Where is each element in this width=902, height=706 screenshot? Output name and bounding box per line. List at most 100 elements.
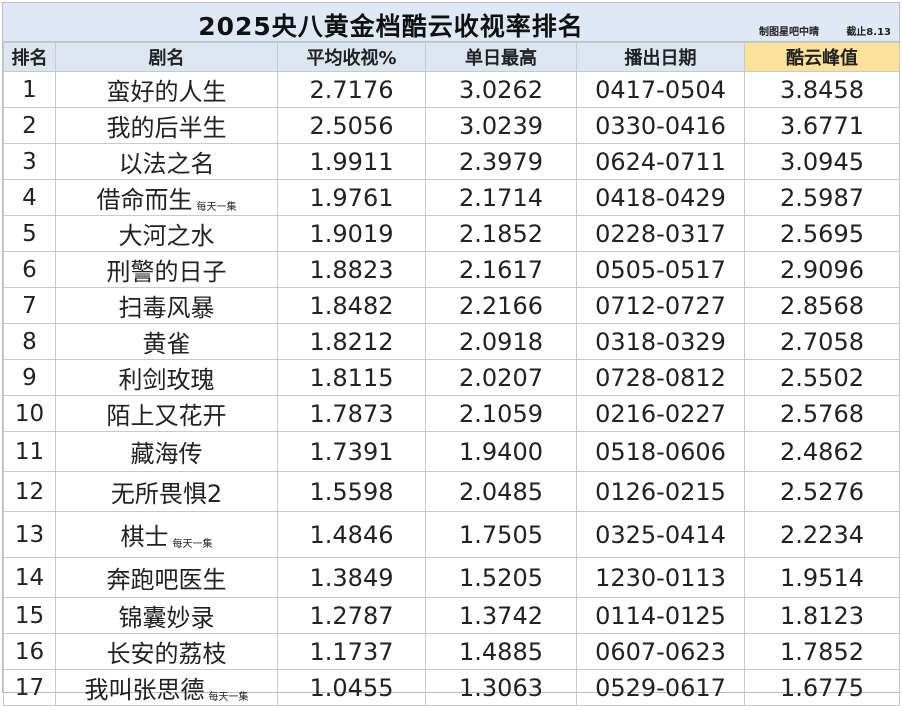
avg-rating-cell-text: 1.7873 [309,399,394,428]
rank-cell-text: 14 [14,564,45,591]
peak-cell-text: 1.7852 [780,637,864,666]
daily-max-cell-text: 1.3742 [459,601,543,630]
daily-max-cell-text: 1.4885 [459,637,543,666]
drama-name-cell-text: 长安的荔枝 [106,640,227,668]
air-dates-cell-text: 1230-0113 [595,563,726,592]
daily-max-cell: 1.3063 [425,669,577,706]
rank-cell: 17 [3,669,56,706]
air-dates-cell: 0518-0606 [576,431,745,472]
peak-cell: 2.8568 [744,287,900,324]
table-row: 12 无所畏惧2 1.5598 2.0485 0126-0215 2.5276 [3,471,900,512]
page-title: 2025央八黄金档酷云收视率排名 [198,12,584,41]
episode-note: 每天一集 [208,692,249,703]
peak-cell-text: 2.5987 [780,183,864,212]
peak-cell: 2.5502 [744,359,900,396]
rank-cell-text: 8 [22,328,37,355]
daily-max-cell-text: 2.1852 [459,219,543,248]
daily-max-cell-text: 2.3979 [459,147,543,176]
avg-rating-cell-text: 1.0455 [309,673,394,702]
avg-rating-cell: 1.8115 [277,359,426,396]
avg-rating-cell: 1.5598 [277,471,426,512]
rank-cell-text: 1 [22,76,37,103]
avg-rating-cell: 1.7391 [277,431,426,472]
peak-cell-text: 3.8458 [780,75,864,104]
peak-cell: 2.4862 [744,431,900,472]
peak-cell-text: 2.9096 [780,255,864,284]
drama-name-cell: 黄雀 [55,323,278,360]
avg-rating-cell-text: 1.8482 [309,291,394,320]
air-dates-cell-text: 0330-0416 [595,111,726,140]
rank-cell-text: 7 [22,292,37,319]
rank-cell: 5 [3,215,56,252]
drama-name-cell: 刑警的日子 [55,251,278,288]
drama-name-cell: 我叫张思德 每天一集 [55,669,278,706]
air-dates-cell-text: 0325-0414 [595,520,726,549]
table-row: 7 扫毒风暴 1.8482 2.2166 0712-0727 2.8568 [3,287,900,324]
rank-cell-text: 6 [22,256,37,283]
peak-cell: 1.6775 [744,669,900,706]
daily-max-cell: 1.7505 [425,511,577,558]
avg-rating-cell: 1.0455 [277,669,426,706]
avg-rating-cell: 1.8823 [277,251,426,288]
peak-cell-text: 2.2234 [780,520,864,549]
daily-max-cell-text: 2.1059 [459,399,543,428]
air-dates-cell: 0325-0414 [576,511,745,558]
drama-name-cell-text: 我叫张思德 [84,676,205,704]
daily-max-cell: 1.5205 [425,557,577,598]
peak-cell-text: 2.5502 [780,363,864,392]
rank-cell-text: 9 [22,364,37,391]
air-dates-cell-text: 0518-0606 [595,437,726,466]
rank-cell: 7 [3,287,56,324]
peak-cell-text: 2.4862 [780,437,864,466]
peak-cell-text: 3.0945 [780,147,864,176]
avg-rating-cell-text: 1.7391 [309,437,394,466]
avg-rating-cell-text: 1.9911 [309,147,394,176]
drama-name-cell: 利剑玫瑰 [55,359,278,396]
drama-name-cell-text: 陌上又花开 [106,402,227,430]
rank-cell: 16 [3,633,56,670]
avg-rating-cell-text: 1.5598 [309,477,394,506]
daily-max-cell-text: 2.1617 [459,255,543,284]
daily-max-cell: 2.1714 [425,179,577,216]
avg-rating-cell: 1.4846 [277,511,426,558]
daily-max-cell-text: 1.7505 [459,520,543,549]
peak-cell: 1.9514 [744,557,900,598]
table-row: 17 我叫张思德 每天一集 1.0455 1.3063 0529-0617 1.6775 [3,669,900,706]
air-dates-cell-text: 0318-0329 [595,327,726,356]
rank-cell-text: 3 [22,148,37,175]
drama-name-cell: 棋士 每天一集 [55,511,278,558]
air-dates-cell: 0330-0416 [576,107,745,144]
avg-rating-cell-text: 2.7176 [309,75,394,104]
avg-rating-cell-text: 1.9761 [309,183,394,212]
peak-cell: 2.5276 [744,471,900,512]
avg-rating-cell: 2.7176 [277,71,426,108]
avg-rating-cell: 1.8212 [277,323,426,360]
air-dates-cell: 0126-0215 [576,471,745,512]
rank-cell: 6 [3,251,56,288]
peak-cell: 3.6771 [744,107,900,144]
drama-name-cell-text: 大河之水 [118,222,215,250]
air-dates-cell-text: 0505-0517 [595,255,726,284]
peak-cell-text: 2.5768 [780,399,864,428]
peak-cell: 2.9096 [744,251,900,288]
peak-cell-text: 2.5276 [780,477,864,506]
rank-cell-text: 17 [14,674,45,701]
daily-max-cell-text: 3.0239 [459,111,543,140]
peak-cell-text: 3.6771 [780,111,864,140]
daily-max-cell-text: 2.0207 [459,363,543,392]
avg-rating-cell: 1.2787 [277,597,426,634]
episode-note: 每天一集 [172,539,213,550]
drama-name-cell: 以法之名 [55,143,278,180]
col-header-name: 剧名 [55,42,278,72]
air-dates-cell: 0712-0727 [576,287,745,324]
drama-name-cell: 扫毒风暴 [55,287,278,324]
air-dates-cell-text: 0418-0429 [595,183,726,212]
drama-name-cell-text: 无所畏惧2 [110,480,223,508]
rank-cell: 12 [3,471,56,512]
drama-name-cell: 大河之水 [55,215,278,252]
avg-rating-cell-text: 1.1737 [309,637,394,666]
drama-name-cell-text: 蛮好的人生 [106,78,227,106]
daily-max-cell: 2.2166 [425,287,577,324]
air-dates-cell-text: 0114-0125 [595,601,726,630]
